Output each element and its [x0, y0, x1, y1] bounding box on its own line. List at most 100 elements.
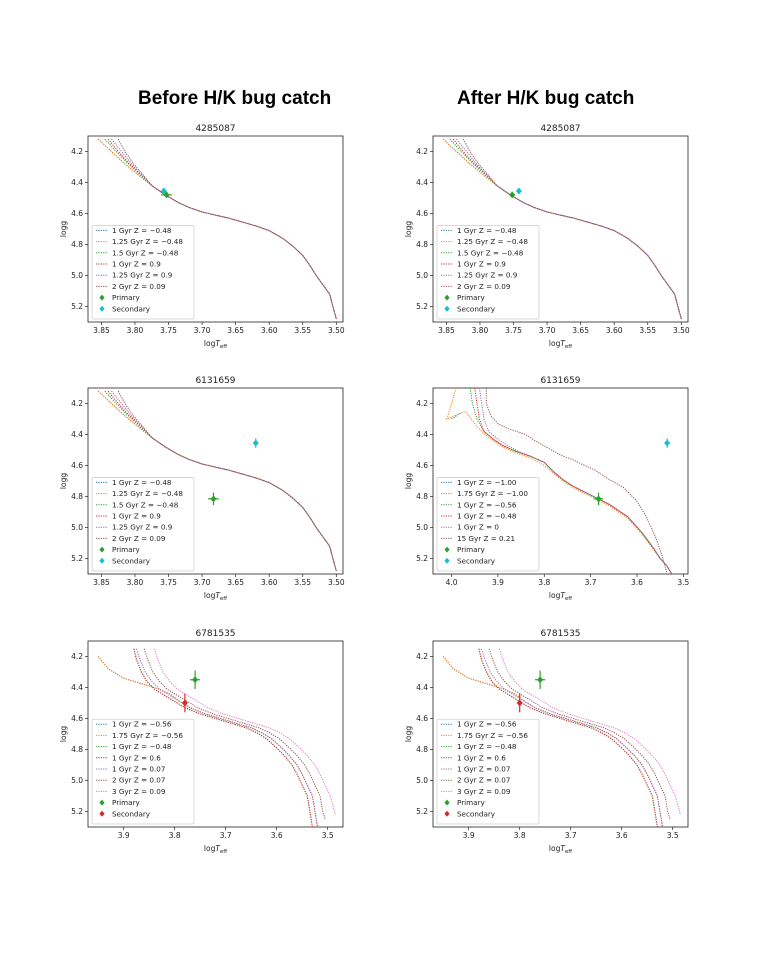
y-tick-label: 4.8 — [416, 492, 428, 501]
legend-entry: 1.25 Gyr Z = −0.48 — [112, 237, 183, 246]
legend-entry: 1.25 Gyr Z = −0.48 — [457, 237, 528, 246]
legend-entry: 15 Gyr Z = 0.21 — [457, 534, 515, 543]
y-axis-label: logg — [59, 473, 68, 489]
chart-panel-before-4285087: 4285087 3.85 3.80 3.75 3.70 3.65 3.60 3.55 3.50 4… — [58, 120, 348, 355]
legend-entry: Secondary — [457, 304, 496, 313]
x-tick-label: 4.0 — [446, 578, 458, 587]
x-tick-label: 3.6 — [631, 578, 643, 587]
y-tick-label: 5.0 — [416, 523, 428, 532]
y-axis-label: logg — [59, 221, 68, 237]
x-tick-label: 3.80 — [127, 578, 144, 587]
legend-entry: 3 Gyr Z = 0.09 — [457, 787, 511, 796]
legend-entry: 2 Gyr Z = 0.07 — [457, 776, 510, 785]
legend-entry: 2 Gyr Z = 0.09 — [457, 282, 511, 291]
y-tick-label: 4.6 — [416, 461, 428, 470]
primary-point — [509, 191, 516, 199]
y-tick-label: 5.2 — [71, 554, 83, 563]
legend-entry: 1.25 Gyr Z = 0.9 — [112, 271, 173, 280]
x-tick-label: 3.55 — [639, 326, 656, 335]
x-tick-label: 3.70 — [539, 326, 556, 335]
legend: 1 Gyr Z = −0.48 1.25 Gyr Z = −0.48 1.5 Gyr… — [91, 225, 195, 320]
chart-panel-after-4285087: 4285087 3.85 3.80 3.75 3.70 3.65 3.60 3.55 3.50 4… — [403, 120, 693, 355]
legend-marker — [99, 305, 105, 312]
chart-title: 6781535 — [195, 629, 235, 639]
x-tick-label: 3.5 — [667, 831, 679, 840]
legend-entry: 1 Gyr Z = 0.9 — [112, 512, 161, 521]
y-tick-label: 4.8 — [71, 745, 83, 754]
y-tick-label: 4.8 — [416, 240, 428, 249]
x-tick-label: 3.7 — [220, 831, 232, 840]
secondary-point — [181, 693, 188, 713]
legend-entry: 1.75 Gyr Z = −1.00 — [457, 489, 528, 498]
legend-entry: Secondary — [112, 809, 151, 818]
legend-entry: 1.75 Gyr Z = −0.56 — [457, 731, 528, 740]
legend-marker — [99, 810, 105, 817]
legend-entry: Primary — [457, 798, 486, 807]
y-tick-label: 5.0 — [71, 523, 83, 532]
legend-marker — [444, 799, 450, 806]
legend-entry: 1 Gyr Z = −0.48 — [457, 226, 517, 235]
x-tick-label: 3.60 — [261, 326, 278, 335]
y-tick-label: 4.6 — [71, 461, 83, 470]
chart-title: 4285087 — [540, 124, 580, 134]
primary-point — [535, 670, 546, 690]
legend-entry: Secondary — [112, 304, 151, 313]
legend-entry: Primary — [112, 545, 141, 554]
primary-point — [208, 492, 219, 506]
primary-point — [593, 492, 604, 506]
legend-entry: 1 Gyr Z = 0 — [457, 523, 499, 532]
y-tick-label: 5.2 — [416, 302, 428, 311]
x-tick-label: 3.65 — [227, 326, 244, 335]
y-axis-label: logg — [404, 726, 413, 742]
legend-entry: 1 Gyr Z = 0.9 — [112, 260, 161, 269]
legend-entry: 1.5 Gyr Z = −0.48 — [112, 500, 179, 509]
legend-entry: 1 Gyr Z = −0.48 — [457, 742, 517, 751]
legend-marker — [444, 546, 450, 553]
x-tick-label: 3.85 — [93, 578, 110, 587]
legend-entry: 1.25 Gyr Z = −0.48 — [112, 489, 183, 498]
legend-entry: 1 Gyr Z = 0.6 — [457, 753, 506, 762]
y-tick-label: 4.6 — [71, 209, 83, 218]
chart-svg: 4285087 3.85 3.80 3.75 3.70 3.65 3.60 3.55 3.50 4… — [404, 124, 690, 350]
primary-point — [190, 670, 201, 690]
chart-svg: 4285087 3.85 3.80 3.75 3.70 3.65 3.60 3.55 3.50 4… — [59, 124, 345, 350]
legend-entry: 3 Gyr Z = 0.09 — [112, 787, 166, 796]
isochrone-line-5 — [488, 648, 671, 820]
isochrone-line-5 — [462, 138, 682, 320]
legend-marker — [99, 557, 105, 564]
x-tick-label: 3.9 — [118, 831, 130, 840]
legend-marker — [99, 799, 105, 806]
y-tick-label: 5.0 — [416, 776, 428, 785]
isochrone-line-6 — [153, 648, 336, 815]
legend-marker — [99, 546, 105, 553]
y-tick-label: 4.6 — [71, 714, 83, 723]
secondary-point — [252, 438, 259, 448]
y-axis-label: logg — [404, 473, 413, 489]
legend-entry: Primary — [457, 545, 486, 554]
x-axis-label: logTeff — [204, 844, 227, 855]
legend: 1 Gyr Z = −0.48 1.25 Gyr Z = −0.48 1.5 Gyr… — [91, 477, 195, 572]
legend: 1 Gyr Z = −0.56 1.75 Gyr Z = −0.56 1 Gyr Z… — [91, 718, 195, 825]
y-tick-label: 4.6 — [416, 714, 428, 723]
y-tick-label: 4.8 — [71, 240, 83, 249]
legend-entry: 1.5 Gyr Z = −0.48 — [457, 248, 524, 257]
y-tick-label: 4.2 — [71, 399, 83, 408]
x-tick-label: 3.5 — [677, 578, 689, 587]
x-tick-label: 3.65 — [572, 326, 589, 335]
legend-entry: 1 Gyr Z = 0.07 — [457, 765, 510, 774]
legend-entry: 1.5 Gyr Z = −0.48 — [112, 248, 179, 257]
isochrone-line-5 — [143, 648, 326, 820]
legend-entry: Secondary — [112, 556, 151, 565]
y-tick-label: 5.2 — [71, 302, 83, 311]
secondary-point — [515, 187, 522, 195]
x-tick-label: 3.60 — [261, 578, 278, 587]
y-tick-label: 5.0 — [71, 776, 83, 785]
y-tick-label: 4.6 — [416, 209, 428, 218]
y-tick-label: 5.0 — [416, 271, 428, 280]
y-axis-label: logg — [404, 221, 413, 237]
legend: 1 Gyr Z = −1.00 1.75 Gyr Z = −1.00 1 Gyr Z… — [436, 477, 540, 572]
x-axis-label: logTeff — [549, 339, 572, 350]
legend-entry: 2 Gyr Z = 0.09 — [112, 282, 166, 291]
chart-panel-after-6131659: 6131659 4.0 3.9 3.8 3.7 3.6 3.5 4.2 4.4 4.6 4.8 5.0… — [403, 372, 693, 607]
x-tick-label: 3.8 — [538, 578, 550, 587]
